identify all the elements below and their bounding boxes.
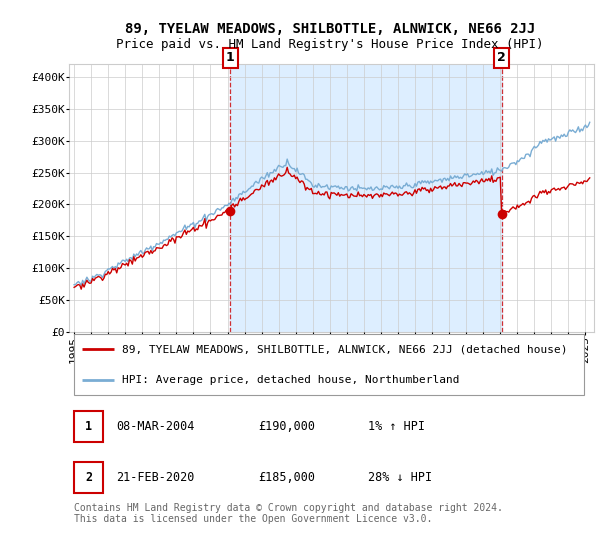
Bar [230, 64, 502, 332]
Text: 1% ↑ HPI: 1% ↑ HPI [368, 419, 425, 433]
Text: £190,000: £190,000 [258, 419, 315, 433]
Text: 2: 2 [497, 52, 506, 64]
Text: £185,000: £185,000 [258, 471, 315, 484]
Text: 1: 1 [85, 419, 92, 433]
Text: 2: 2 [85, 471, 92, 484]
Text: 21-FEB-2020: 21-FEB-2020 [116, 471, 194, 484]
Text: 89, TYELAW MEADOWS, SHILBOTTLE, ALNWICK, NE66 2JJ (detached house): 89, TYELAW MEADOWS, SHILBOTTLE, ALNWICK,… [121, 344, 567, 354]
Text: HPI: Average price, detached house, Northumberland: HPI: Average price, detached house, Nort… [121, 375, 459, 385]
Text: Contains HM Land Registry data © Crown copyright and database right 2024.
This d: Contains HM Land Registry data © Crown c… [74, 503, 503, 524]
Text: 1: 1 [226, 52, 235, 64]
Text: 89, TYELAW MEADOWS, SHILBOTTLE, ALNWICK, NE66 2JJ: 89, TYELAW MEADOWS, SHILBOTTLE, ALNWICK,… [125, 22, 535, 36]
FancyBboxPatch shape [74, 334, 583, 395]
Text: 08-MAR-2004: 08-MAR-2004 [116, 419, 194, 433]
Text: Price paid vs. HM Land Registry's House Price Index (HPI): Price paid vs. HM Land Registry's House … [116, 38, 544, 51]
Text: 28% ↓ HPI: 28% ↓ HPI [368, 471, 433, 484]
FancyBboxPatch shape [74, 411, 103, 442]
FancyBboxPatch shape [74, 462, 103, 493]
